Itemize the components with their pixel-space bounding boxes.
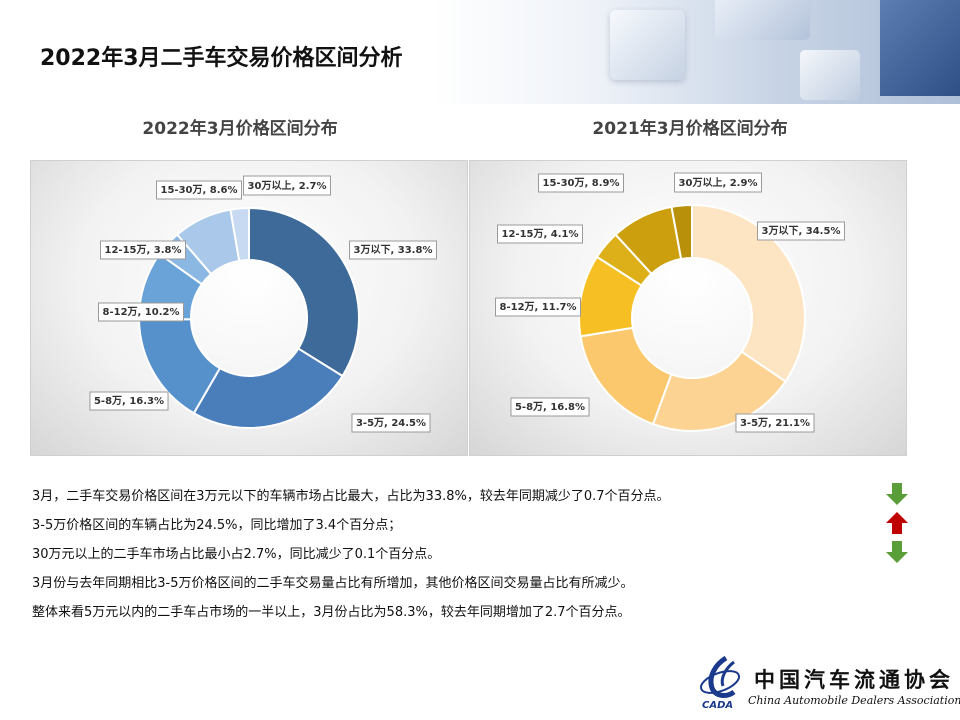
decorative-cube	[800, 50, 860, 100]
slice-label: 8-12万, 11.7%	[495, 297, 581, 317]
summary-line: 整体来看5万元以内的二手车占市场的一半以上，3月份占比为58.3%，较去年同期增…	[32, 605, 631, 620]
slice-label: 12-15万, 4.1%	[497, 224, 583, 244]
slice-label: 5-8万, 16.8%	[510, 397, 590, 417]
donut-slice-7	[670, 203, 693, 261]
donut-slice-3	[579, 326, 673, 426]
donut-slice-1	[248, 206, 360, 378]
donut-chart-2022: 3万以下, 33.8% 3-5万, 24.5% 5-8万, 16.3% 8-12万, …	[89, 175, 437, 433]
slice-label: 3万以下, 33.8%	[349, 240, 437, 260]
slice-label-text: 5-8万, 16.3%	[94, 395, 164, 407]
donut-panel-2021: 3万以下, 34.5% 3-5万, 21.1% 5-8万, 16.8% 8-12万, …	[469, 160, 907, 456]
slice-label-text: 15-30万, 8.6%	[161, 184, 238, 196]
page-title: 2022年3月二手车交易价格区间分析	[40, 46, 403, 71]
summary-line: 30万元以上的二手车市场占比最小占2.7%，同比减少了0.1个百分点。	[32, 547, 441, 562]
header-banner	[0, 0, 960, 104]
arrow-down-icon	[886, 483, 908, 505]
slice-label: 15-30万, 8.6%	[156, 180, 242, 200]
logo-mark-text: CADA	[702, 700, 733, 711]
slice-label-text: 5-8万, 16.8%	[515, 401, 585, 413]
slice-label-text: 3万以下, 33.8%	[354, 244, 433, 256]
slice-label-text: 12-15万, 4.1%	[502, 228, 579, 240]
slice-label: 30万以上, 2.7%	[243, 175, 331, 196]
slice-label-text: 12-15万, 3.8%	[105, 244, 182, 256]
slice-label: 15-30万, 8.9%	[538, 173, 624, 193]
slice-label-text: 15-30万, 8.9%	[543, 177, 620, 189]
slice-label: 3-5万, 24.5%	[351, 413, 431, 433]
chart-title-2022: 2022年3月价格区间分布	[142, 119, 338, 139]
logo-chinese-name: 中国汽车流通协会	[754, 668, 954, 692]
summary-line: 3月，二手车交易价格区间在3万元以下的车辆市场占比最大，占比为33.8%，较去年…	[32, 489, 670, 504]
donut-slice-2	[192, 347, 344, 429]
slice-label-text: 3-5万, 24.5%	[356, 417, 426, 429]
slice-label: 30万以上, 2.9%	[674, 172, 762, 193]
slice-label-text: 30万以上, 2.7%	[248, 179, 327, 192]
slice-label-text: 8-12万, 11.7%	[500, 301, 577, 313]
decorative-cube	[715, 0, 810, 40]
arrow-down-icon	[886, 541, 908, 563]
slice-label: 3-5万, 21.1%	[735, 413, 815, 433]
slice-label-text: 3万以下, 34.5%	[762, 225, 841, 237]
donut-panel-2022: 3万以下, 33.8% 3-5万, 24.5% 5-8万, 16.3% 8-12万, …	[30, 160, 468, 456]
cada-logo-mark-icon: CADA	[699, 655, 741, 711]
summary-line: 3-5万价格区间的车辆占比为24.5%，同比增加了3.4个百分点；	[32, 518, 402, 533]
logo-english-name: China Automobile Dealers Association	[748, 694, 960, 707]
chart-title-2021: 2021年3月价格区间分布	[592, 119, 788, 139]
slice-label: 5-8万, 16.3%	[89, 391, 169, 411]
slice-label-text: 8-12万, 10.2%	[103, 306, 180, 318]
summary-text: 3月，二手车交易价格区间在3万元以下的车辆市场占比最大，占比为33.8%，较去年…	[32, 486, 852, 631]
cada-logo: CADA 中国汽车流通协会 China Automobile Dealers A…	[696, 654, 960, 714]
donut-slice-7	[229, 206, 250, 262]
slice-label: 8-12万, 10.2%	[98, 302, 184, 322]
donut-chart-2021: 3万以下, 34.5% 3-5万, 21.1% 5-8万, 16.8% 8-12万, …	[495, 172, 845, 433]
summary-line: 3月份与去年同期相比3-5万价格区间的二手车交易量占比有所增加，其他价格区间交易…	[32, 576, 634, 591]
slice-label: 3万以下, 34.5%	[757, 221, 845, 241]
slice-label: 12-15万, 3.8%	[100, 240, 186, 260]
slice-label-text: 30万以上, 2.9%	[679, 176, 758, 189]
decorative-cube	[880, 0, 960, 96]
decorative-cube	[610, 10, 685, 80]
slice-label-text: 3-5万, 21.1%	[740, 417, 810, 429]
arrow-up-icon	[886, 512, 908, 534]
